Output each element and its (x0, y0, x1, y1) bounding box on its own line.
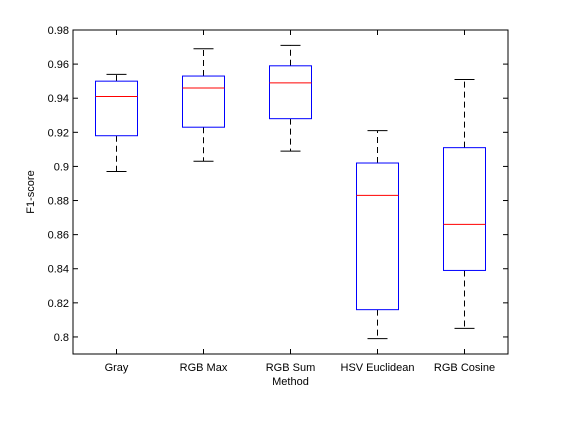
y-tick-label: 0.8 (54, 332, 69, 344)
y-tick-label: 0.88 (48, 196, 69, 208)
box-iqr (269, 65, 312, 120)
x-tick-label: Gray (105, 362, 129, 374)
y-tick-label: 0.86 (48, 230, 69, 242)
x-tick-label: HSV Euclidean (341, 362, 415, 374)
box-iqr (443, 147, 486, 271)
y-tick-label: 0.92 (48, 127, 69, 139)
plot-frame (72, 29, 509, 355)
y-tick-label: 0.94 (48, 93, 69, 105)
x-tick-label: RGB Cosine (434, 362, 495, 374)
x-axis-label: Method (272, 376, 309, 388)
x-tick-label: RGB Max (180, 362, 228, 374)
y-tick-label: 0.98 (48, 25, 69, 37)
box-iqr (95, 80, 138, 137)
box-iqr (182, 75, 225, 128)
y-tick-label: 0.84 (48, 264, 69, 276)
y-tick-label: 0.9 (54, 161, 69, 173)
y-axis-label: F1-score (25, 170, 37, 213)
y-tick-label: 0.82 (48, 298, 69, 310)
y-tick-label: 0.96 (48, 59, 69, 71)
box-iqr (356, 162, 399, 311)
x-tick-label: RGB Sum (266, 362, 316, 374)
